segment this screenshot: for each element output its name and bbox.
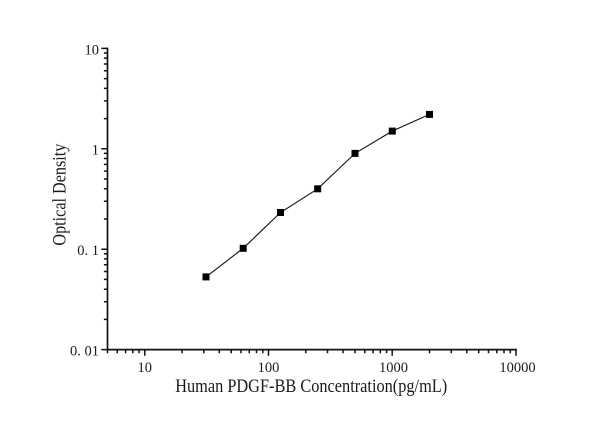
svg-text:0. 01: 0. 01: [70, 343, 99, 359]
svg-text:0. 1: 0. 1: [77, 243, 99, 259]
svg-text:10: 10: [138, 360, 153, 376]
svg-text:1000: 1000: [379, 360, 408, 376]
svg-text:Optical Density: Optical Density: [51, 143, 71, 246]
svg-text:Human PDGF-BB Concentration(pg: Human PDGF-BB Concentration(pg/mL): [175, 376, 447, 397]
svg-text:10000: 10000: [499, 360, 535, 376]
svg-text:1: 1: [92, 143, 99, 159]
svg-text:10: 10: [85, 43, 100, 59]
svg-text:100: 100: [258, 360, 280, 376]
